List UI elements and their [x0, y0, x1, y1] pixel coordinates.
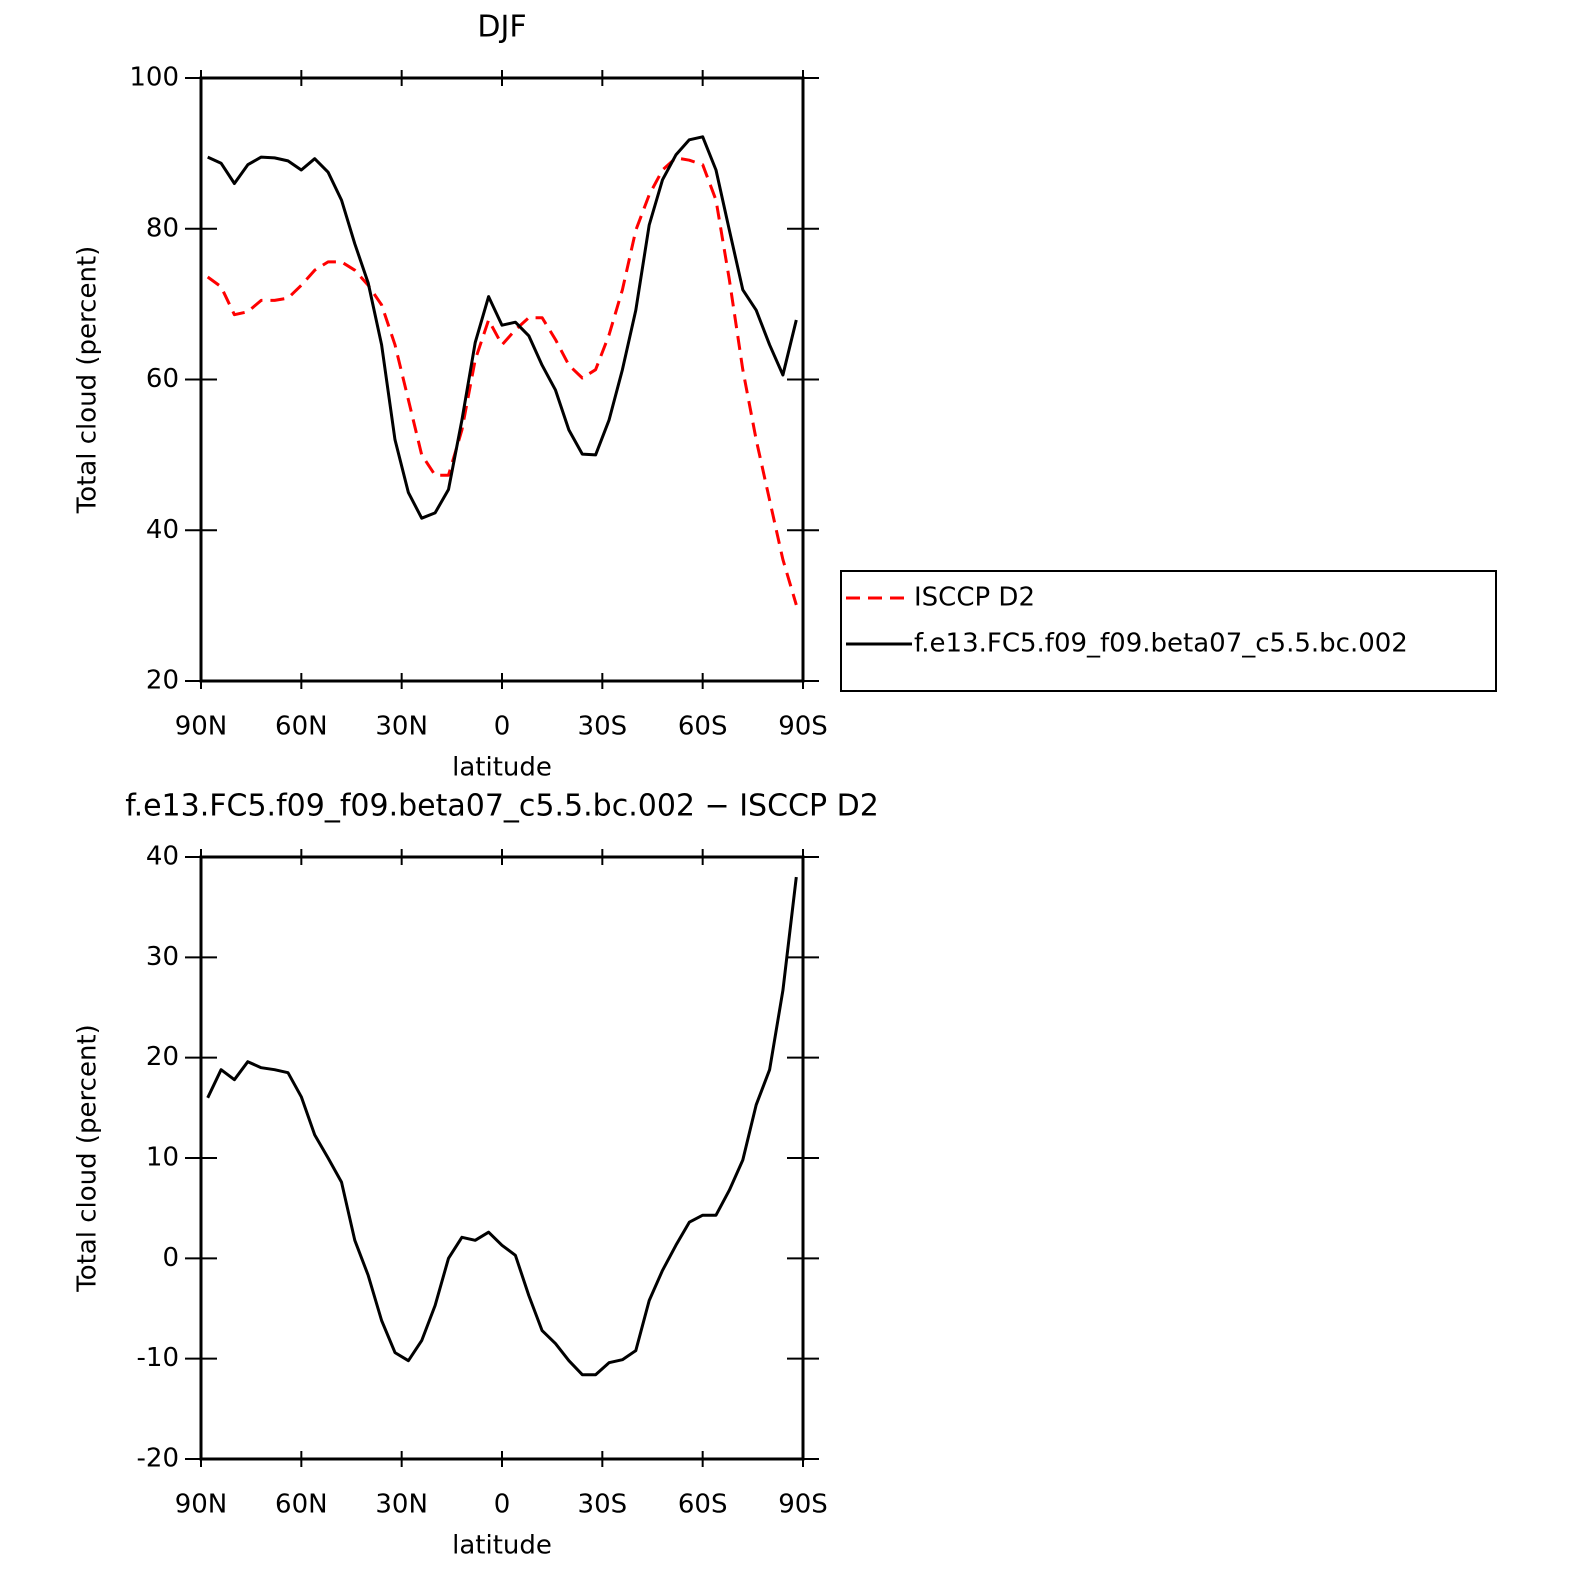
x-tick-label: 90N: [175, 1490, 228, 1520]
y-tick-label: 20: [146, 666, 179, 696]
legend-box: [840, 570, 1497, 692]
x-axis-label: latitude: [452, 1531, 552, 1561]
x-tick-label: 90N: [175, 712, 228, 742]
y-tick-label: -20: [137, 1444, 179, 1474]
x-tick-label: 30N: [375, 712, 428, 742]
data-line: [207, 135, 798, 520]
x-tick-label: 90S: [778, 1490, 828, 1520]
x-tick-label: 30N: [375, 1490, 428, 1520]
x-tick-label: 60S: [678, 1490, 728, 1520]
x-tick-label: 0: [494, 712, 511, 742]
y-tick-label: 40: [146, 842, 179, 872]
x-tick-label: 60S: [678, 712, 728, 742]
y-tick-label: 0: [162, 1243, 179, 1273]
y-tick-label: -10: [137, 1343, 179, 1373]
legend-label: ISCCP D2: [914, 583, 1035, 613]
y-tick-label: 60: [146, 364, 179, 394]
x-tick-label: 90S: [778, 712, 828, 742]
x-tick-label: 0: [494, 1490, 511, 1520]
x-tick-label: 30S: [578, 712, 628, 742]
y-tick-label: 10: [146, 1143, 179, 1173]
data-line: [206, 876, 798, 1377]
y-tick-label: 80: [146, 213, 179, 243]
x-tick-label: 60N: [275, 712, 328, 742]
x-axis-label: latitude: [452, 753, 552, 783]
y-tick-label: 30: [146, 942, 179, 972]
x-tick-label: 30S: [578, 1490, 628, 1520]
legend-label: f.e13.FC5.f09_f09.beta07_c5.5.bc.002: [914, 629, 1408, 659]
x-tick-label: 60N: [275, 1490, 328, 1520]
data-line: [206, 156, 798, 606]
y-axis-label: Total cloud (percent): [73, 246, 103, 515]
chart-title: DJF: [477, 10, 526, 45]
y-axis-label: Total cloud (percent): [73, 1024, 103, 1293]
y-tick-label: 20: [146, 1042, 179, 1072]
plot-frame: [199, 76, 805, 683]
chart-title: f.e13.FC5.f09_f09.beta07_c5.5.bc.002 − I…: [125, 789, 879, 824]
y-tick-label: 100: [129, 63, 179, 93]
plot-frame: [199, 855, 805, 1461]
y-tick-label: 40: [146, 515, 179, 545]
